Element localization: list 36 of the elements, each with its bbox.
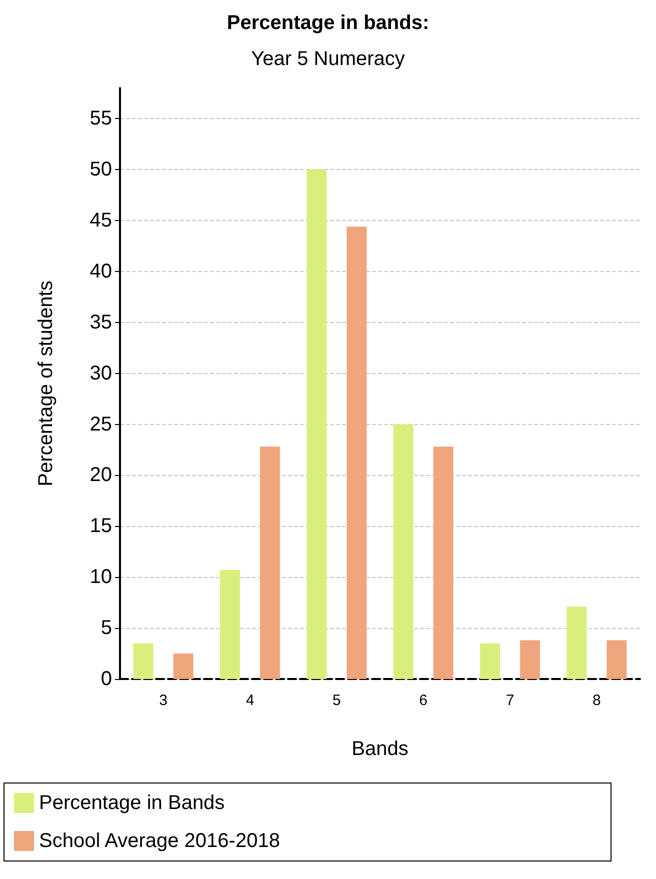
bar [306, 170, 327, 679]
y-tick-label: 30 [90, 362, 112, 384]
bar [520, 640, 540, 679]
x-tick-label: 4 [246, 692, 254, 709]
y-tick-label: 5 [100, 617, 112, 640]
x-tick-label: 5 [332, 692, 341, 709]
x-tick-label: 8 [592, 692, 601, 709]
bar [480, 643, 500, 679]
bar [606, 640, 627, 679]
y-tick-label: 40 [90, 260, 112, 282]
x-tick-label: 3 [159, 692, 168, 709]
x-tick-label: 7 [506, 692, 514, 709]
bar [260, 446, 280, 679]
y-tick-label: 55 [90, 108, 112, 130]
bar [133, 643, 154, 679]
y-tick-label: 35 [90, 311, 112, 334]
x-axis-title: Bands [352, 738, 408, 760]
y-tick-label: 25 [90, 413, 112, 436]
bar [173, 654, 194, 679]
y-axis-title: Percentage of students [35, 280, 57, 486]
bar [220, 570, 240, 679]
bar [433, 446, 454, 679]
y-tick-label: 45 [90, 209, 112, 232]
legend-label: School Average 2016-2018 [39, 830, 280, 852]
legend-label: Percentage in Bands [39, 792, 225, 814]
y-tick-label: 20 [90, 464, 112, 486]
bar [393, 424, 414, 679]
y-tick-label: 15 [90, 515, 112, 538]
y-tick-label: 50 [90, 158, 112, 181]
y-tick-label: 0 [100, 668, 112, 690]
x-tick-label: 6 [419, 692, 428, 709]
bar [346, 226, 367, 679]
y-tick-label: 10 [90, 566, 112, 588]
chart-title: Percentage in bands: [226, 12, 430, 34]
chart-subtitle: Year 5 Numeracy [251, 48, 405, 70]
bar [566, 606, 587, 679]
